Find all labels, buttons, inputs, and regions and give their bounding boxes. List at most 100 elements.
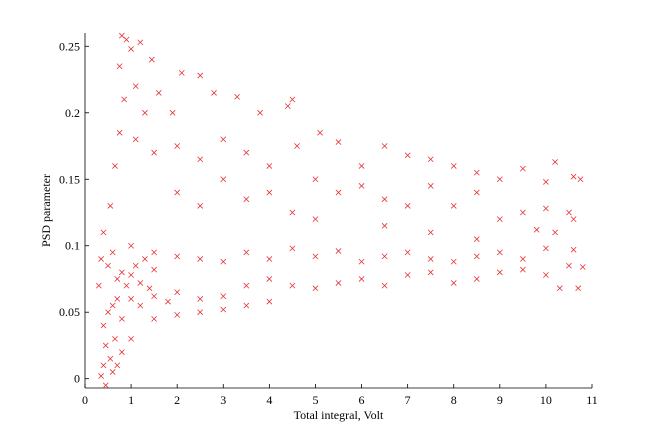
data-point (450, 202, 457, 209)
data-point (119, 269, 125, 276)
data-point (151, 266, 158, 273)
data-point (570, 173, 577, 180)
data-point (519, 266, 526, 273)
data-point (317, 129, 323, 136)
data-point (142, 109, 148, 116)
data-point (112, 163, 118, 169)
data-point (174, 312, 181, 318)
data-point (243, 149, 250, 156)
data-point (543, 272, 549, 278)
x-axis: 0 1 2 3 4 5 6 7 8 9 10 11 (82, 384, 598, 407)
data-point (128, 272, 134, 278)
data-point (105, 309, 111, 316)
data-point (142, 256, 148, 262)
data-point (473, 169, 480, 176)
data-point (146, 285, 153, 292)
data-point (119, 32, 125, 39)
data-point (577, 176, 584, 183)
data-point (151, 149, 158, 156)
data-point (100, 229, 107, 236)
data-point (128, 46, 134, 52)
x-tick-label: 7 (405, 393, 411, 407)
data-point (427, 183, 434, 189)
y-tick-label: 0.05 (59, 305, 80, 319)
data-point (123, 36, 130, 43)
data-point (243, 249, 250, 256)
data-point (566, 209, 572, 216)
data-point (119, 349, 125, 355)
data-point (220, 306, 227, 313)
data-point (473, 253, 480, 260)
x-tick-label: 3 (220, 393, 226, 407)
data-point (220, 176, 227, 183)
data-point (100, 322, 107, 329)
data-point (174, 143, 181, 149)
data-point (427, 156, 434, 163)
data-point (197, 202, 204, 209)
data-point (243, 282, 250, 289)
y-tick-label: 0.2 (65, 106, 80, 120)
x-tick-label: 9 (497, 393, 503, 407)
x-tick-label: 10 (540, 393, 552, 407)
data-point (197, 256, 204, 262)
data-point (473, 236, 480, 242)
data-point (137, 302, 144, 309)
y-axis: 0 0.05 0.1 0.15 0.2 0.25 (59, 39, 89, 386)
data-point (496, 216, 503, 223)
data-point (105, 262, 111, 269)
data-point (132, 262, 139, 269)
data-point (496, 249, 503, 256)
data-point (289, 282, 296, 289)
data-point (404, 249, 411, 256)
data-point (100, 362, 107, 369)
data-point (174, 289, 181, 296)
data-markers (95, 32, 586, 389)
data-point (284, 103, 291, 109)
data-point (102, 382, 109, 389)
data-point (289, 96, 296, 103)
data-point (197, 156, 204, 163)
data-point (519, 256, 526, 262)
data-point (450, 258, 457, 265)
x-tick-label: 4 (266, 393, 272, 407)
plot-area (84, 33, 592, 389)
data-point (169, 109, 176, 116)
data-point (543, 245, 549, 252)
y-tick-label: 0 (74, 372, 80, 386)
data-point (427, 256, 434, 262)
data-point (427, 229, 434, 236)
data-point (335, 248, 342, 254)
data-point (109, 369, 116, 375)
data-point (335, 280, 342, 286)
data-point (381, 143, 388, 149)
data-point (174, 189, 181, 196)
data-point (257, 109, 264, 116)
data-point (197, 309, 204, 316)
data-point (404, 272, 411, 278)
data-point (358, 258, 365, 265)
data-point (450, 163, 457, 169)
data-point (197, 296, 204, 302)
data-point (381, 196, 388, 203)
data-point (312, 176, 319, 183)
data-point (148, 56, 155, 63)
data-point (128, 242, 134, 249)
data-point (579, 264, 586, 270)
data-point (116, 129, 123, 136)
data-point (121, 96, 128, 103)
data-point (211, 89, 217, 96)
data-point (566, 262, 572, 269)
x-tick-label: 1 (128, 393, 134, 407)
data-point (132, 83, 139, 90)
data-point (95, 282, 102, 289)
data-point (137, 39, 144, 46)
data-point (109, 249, 116, 256)
data-point (220, 293, 227, 300)
data-point (404, 152, 411, 159)
data-point (178, 70, 185, 76)
data-point (496, 269, 503, 276)
data-point (151, 293, 158, 300)
data-point (155, 89, 162, 96)
data-point (174, 253, 181, 260)
data-point (358, 276, 365, 282)
